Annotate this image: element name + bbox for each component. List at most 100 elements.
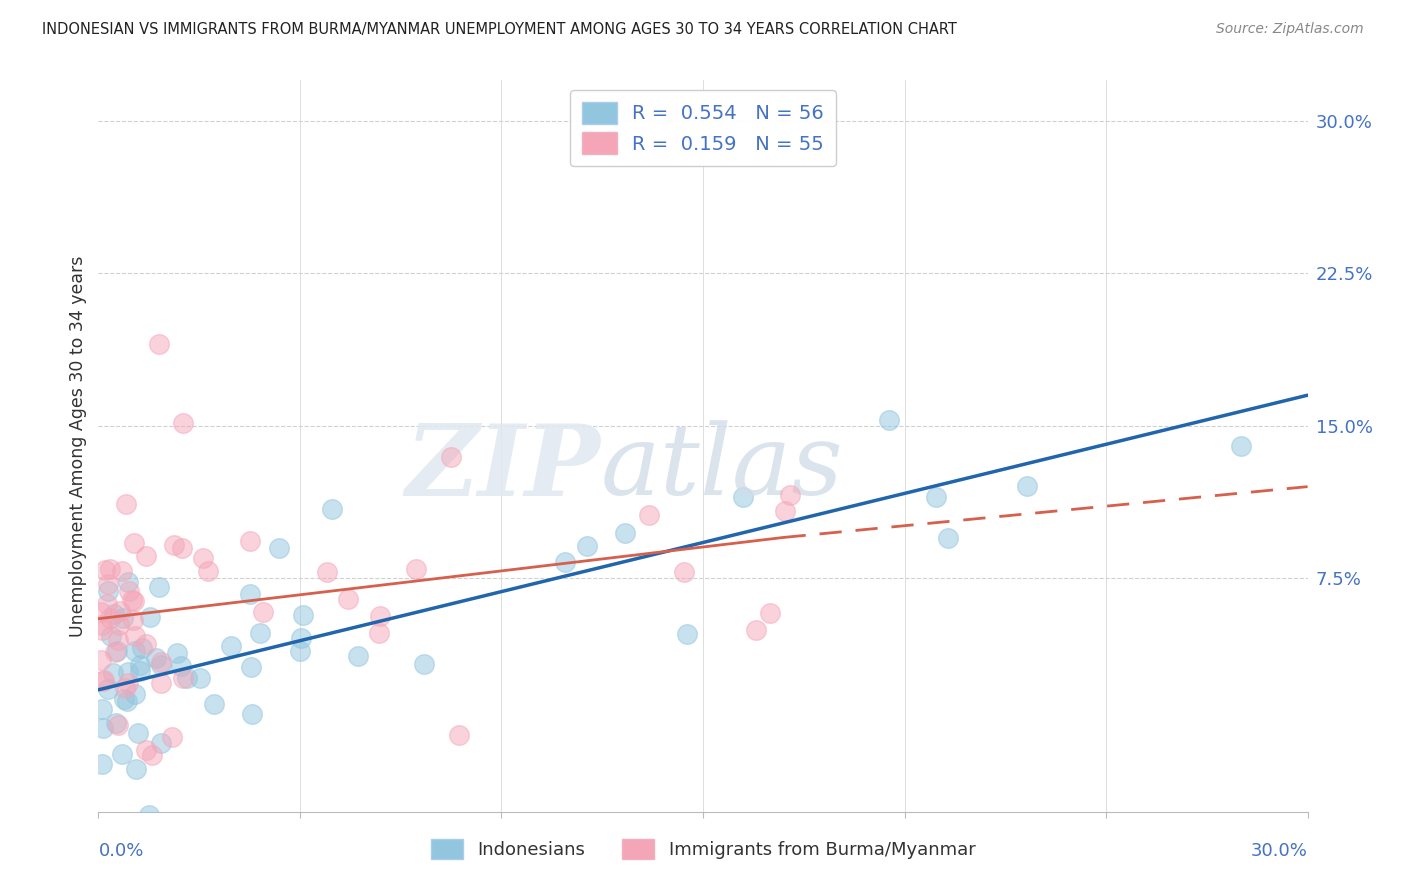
Indonesians [347,648,370,663]
Indonesians [90,701,112,715]
Immigrants from Burma/Myanmar [141,747,163,762]
Indonesians [148,580,170,594]
Indonesians [613,525,636,540]
Text: ZIP: ZIP [405,420,600,516]
Immigrants from Burma/Myanmar [449,728,471,742]
Immigrants from Burma/Myanmar [118,583,141,598]
Indonesians [124,687,146,701]
Indonesians [288,644,311,658]
Indonesians [91,722,114,736]
Immigrants from Burma/Myanmar [108,618,131,632]
Indonesians [91,757,114,772]
Text: Source: ZipAtlas.com: Source: ZipAtlas.com [1216,22,1364,37]
Indonesians [112,611,135,625]
Indonesians [112,692,135,706]
Immigrants from Burma/Myanmar [172,672,194,686]
Indonesians [1017,478,1039,492]
Indonesians [413,657,436,672]
Indonesians [239,660,262,674]
Immigrants from Burma/Myanmar [773,504,796,518]
Indonesians [97,584,120,599]
Immigrants from Burma/Myanmar [197,564,219,578]
Text: atlas: atlas [600,420,844,516]
Immigrants from Burma/Myanmar [779,488,801,502]
Text: INDONESIAN VS IMMIGRANTS FROM BURMA/MYANMAR UNEMPLOYMENT AMONG AGES 30 TO 34 YEA: INDONESIAN VS IMMIGRANTS FROM BURMA/MYAN… [42,22,957,37]
Immigrants from Burma/Myanmar [148,337,170,351]
Indonesians [202,697,225,711]
Immigrants from Burma/Myanmar [759,606,782,620]
Immigrants from Burma/Myanmar [90,653,112,667]
Indonesians [139,610,162,624]
Indonesians [249,626,271,640]
Immigrants from Burma/Myanmar [124,629,146,643]
Immigrants from Burma/Myanmar [107,632,129,647]
Indonesians [124,643,146,657]
Immigrants from Burma/Myanmar [91,624,114,638]
Immigrants from Burma/Myanmar [134,637,156,651]
Indonesians [239,587,262,601]
Immigrants from Burma/Myanmar [122,593,145,607]
Legend: Indonesians, Immigrants from Burma/Myanmar: Indonesians, Immigrants from Burma/Myanm… [422,830,984,869]
Immigrants from Burma/Myanmar [90,605,112,619]
Indonesians [176,671,198,685]
Indonesians [101,666,124,681]
Immigrants from Burma/Myanmar [111,564,134,578]
Text: 0.0%: 0.0% [98,842,143,860]
Immigrants from Burma/Myanmar [673,565,696,579]
Indonesians [131,641,153,656]
Indonesians [105,715,128,730]
Immigrants from Burma/Myanmar [121,593,143,607]
Immigrants from Burma/Myanmar [162,730,184,744]
Indonesians [129,658,152,673]
Immigrants from Burma/Myanmar [638,508,661,522]
Immigrants from Burma/Myanmar [405,562,427,576]
Indonesians [925,490,948,504]
Immigrants from Burma/Myanmar [108,603,131,617]
Immigrants from Burma/Myanmar [97,577,120,591]
Immigrants from Burma/Myanmar [98,611,121,625]
Indonesians [145,651,167,665]
Indonesians [170,658,193,673]
Indonesians [100,630,122,644]
Indonesians [731,490,754,504]
Indonesians [219,640,242,654]
Immigrants from Burma/Myanmar [149,655,172,669]
Text: 30.0%: 30.0% [1251,842,1308,860]
Immigrants from Burma/Myanmar [370,608,392,623]
Immigrants from Burma/Myanmar [98,562,121,576]
Indonesians [166,647,188,661]
Indonesians [879,413,901,427]
Indonesians [938,531,960,545]
Immigrants from Burma/Myanmar [121,613,143,627]
Immigrants from Burma/Myanmar [170,541,193,556]
Indonesians [149,657,172,672]
Immigrants from Burma/Myanmar [367,626,389,640]
Indonesians [321,502,343,516]
Immigrants from Burma/Myanmar [91,674,114,689]
Immigrants from Burma/Myanmar [745,623,768,637]
Immigrants from Burma/Myanmar [117,675,139,690]
Indonesians [103,607,125,621]
Immigrants from Burma/Myanmar [96,597,118,611]
Immigrants from Burma/Myanmar [135,743,157,757]
Immigrants from Burma/Myanmar [239,533,262,548]
Indonesians [1229,438,1251,452]
Immigrants from Burma/Myanmar [135,549,157,564]
Indonesians [110,747,132,761]
Indonesians [129,664,152,678]
Immigrants from Burma/Myanmar [122,535,145,549]
Y-axis label: Unemployment Among Ages 30 to 34 years: Unemployment Among Ages 30 to 34 years [69,255,87,637]
Indonesians [290,632,312,646]
Immigrants from Burma/Myanmar [172,416,194,430]
Immigrants from Burma/Myanmar [149,676,172,690]
Immigrants from Burma/Myanmar [337,591,360,606]
Immigrants from Burma/Myanmar [191,551,214,566]
Immigrants from Burma/Myanmar [94,563,117,577]
Immigrants from Burma/Myanmar [315,565,337,579]
Indonesians [138,808,160,822]
Indonesians [107,643,129,657]
Indonesians [291,607,314,622]
Immigrants from Burma/Myanmar [104,645,127,659]
Indonesians [127,726,149,740]
Indonesians [240,707,263,722]
